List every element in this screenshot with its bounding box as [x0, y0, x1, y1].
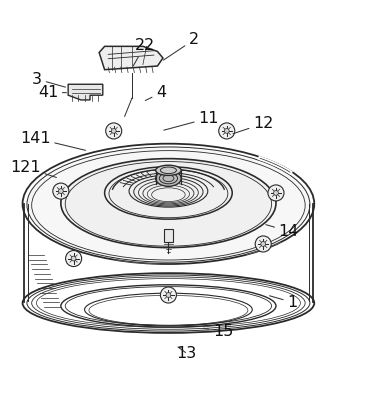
Polygon shape — [164, 229, 173, 242]
Polygon shape — [99, 46, 163, 70]
Ellipse shape — [156, 170, 181, 186]
Circle shape — [166, 293, 171, 298]
Circle shape — [66, 251, 82, 266]
Text: 121: 121 — [10, 160, 56, 178]
Text: 2: 2 — [164, 32, 199, 60]
Text: 3: 3 — [32, 72, 66, 87]
Ellipse shape — [63, 160, 273, 247]
Circle shape — [273, 190, 279, 195]
Circle shape — [106, 123, 122, 139]
Circle shape — [224, 129, 229, 133]
Ellipse shape — [156, 165, 181, 176]
Circle shape — [111, 129, 116, 133]
Text: 12: 12 — [233, 116, 273, 134]
Ellipse shape — [26, 146, 311, 261]
Circle shape — [59, 189, 63, 193]
Circle shape — [71, 256, 76, 261]
Text: 4: 4 — [145, 85, 166, 100]
Text: 1: 1 — [269, 295, 298, 310]
Text: 141: 141 — [20, 131, 86, 150]
Circle shape — [255, 236, 271, 252]
Circle shape — [53, 183, 69, 199]
Polygon shape — [68, 84, 103, 100]
Text: 22: 22 — [133, 38, 155, 66]
Text: 41: 41 — [38, 85, 67, 100]
Circle shape — [160, 287, 176, 303]
Circle shape — [219, 123, 235, 139]
Text: 11: 11 — [164, 111, 219, 130]
Circle shape — [261, 242, 266, 247]
Text: 15: 15 — [203, 324, 233, 339]
Text: 14: 14 — [266, 224, 299, 239]
Text: 13: 13 — [176, 346, 197, 361]
Circle shape — [268, 185, 284, 201]
